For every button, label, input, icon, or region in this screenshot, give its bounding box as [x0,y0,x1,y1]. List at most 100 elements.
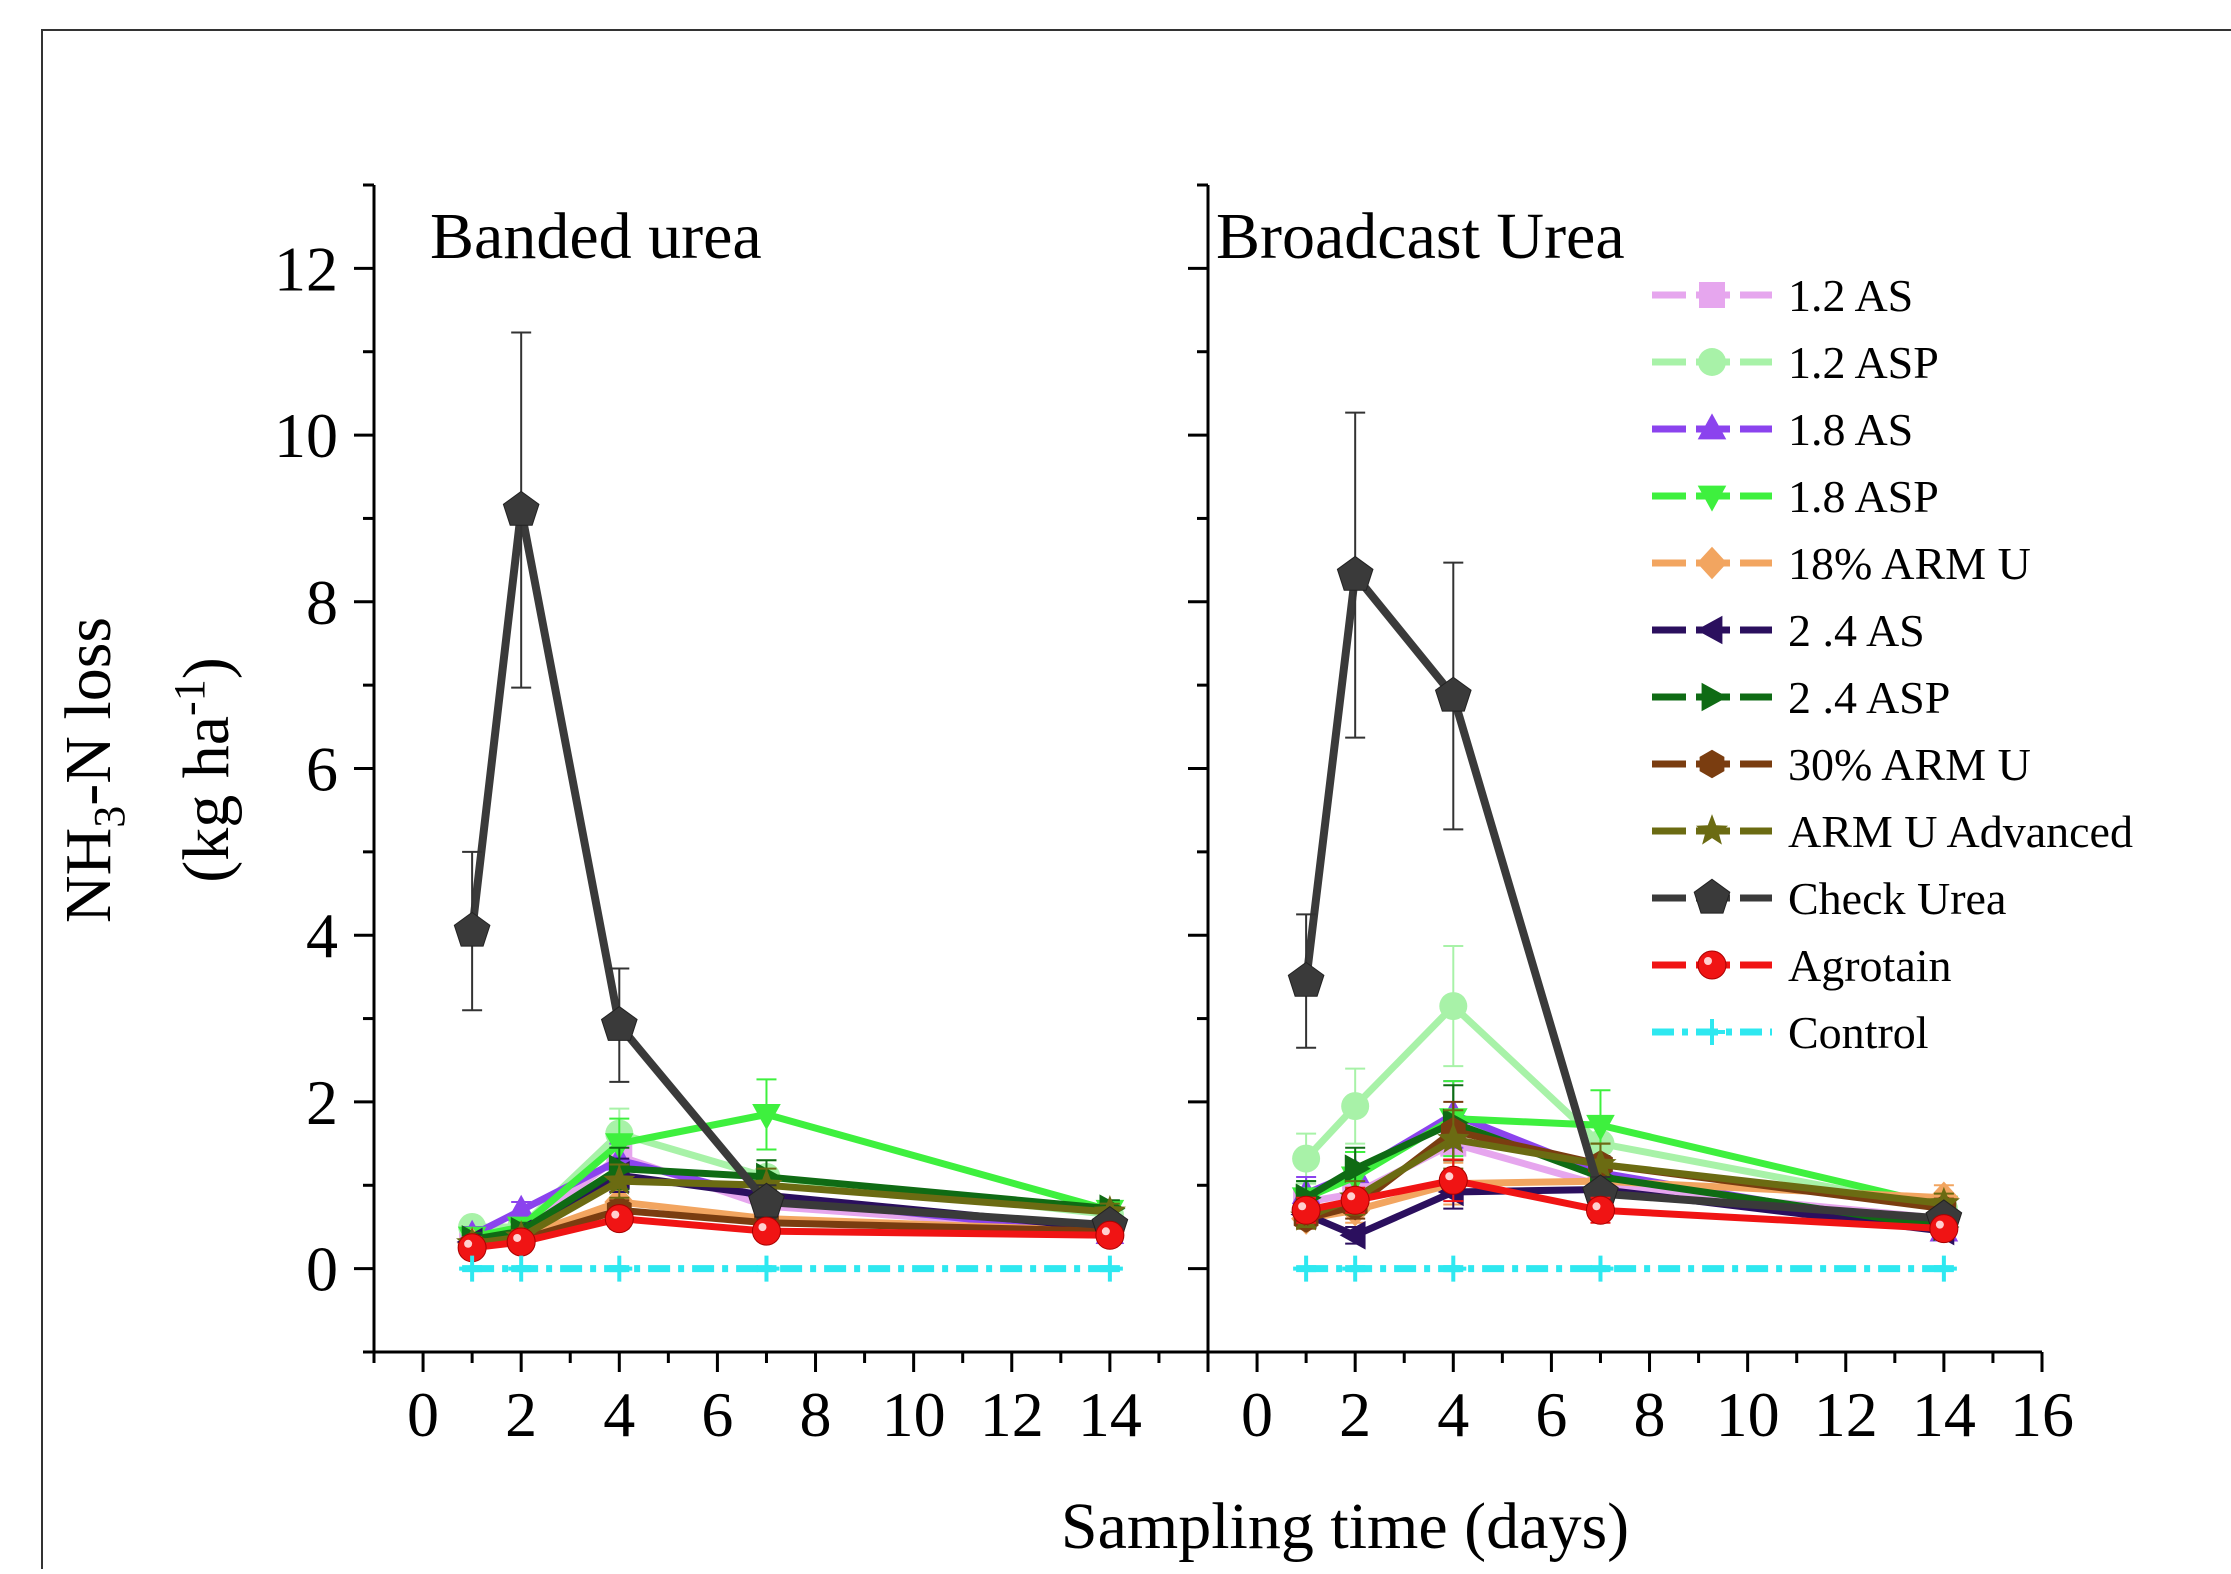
legend-label-1-8-asp: 1.8 ASP [1788,471,1939,522]
point-2-4-as-2 [1339,1221,1366,1250]
point-control-4 [1440,1255,1467,1282]
legend-label-1-2-as: 1.2 AS [1788,270,1913,321]
legend-item-agrotain: Agrotain [1652,940,1952,991]
point-agrotain-2 [1340,1185,1370,1215]
x-axis-title: Sampling time (days) [1061,1490,1629,1563]
point-check-urea-2 [502,490,540,526]
point-agrotain-14-fill [1095,1220,1125,1250]
legend-marker-arm-u-advanced [1695,814,1729,845]
legend: 1.2 AS 1.2 ASP 1.8 AS 1.8 ASP 18% ARM U 2 .4 … [1652,270,2133,1058]
point-agrotain-1-shine [464,1239,473,1248]
point-agrotain-4-fill [1438,1165,1468,1195]
panel-title-banded-urea: Banded urea [430,200,762,273]
legend-label-1-2-asp: 1.2 ASP [1788,337,1939,388]
legend-marker-agrotain [1697,950,1727,980]
point-1-2-asp-2 [1341,1092,1370,1121]
series-broadcast-urea-agrotain [1291,1158,1959,1244]
legend-label-agrotain: Agrotain [1788,940,1952,991]
point-agrotain-4 [1438,1165,1468,1195]
y-axis-title-line2: (kg ha-1) [165,657,243,882]
point-agrotain-7 [751,1216,781,1246]
point-arm-u-advanced-4 [603,1164,636,1195]
x-tick-label-p0-14: 14 [1078,1379,1142,1450]
point-check-urea-1 [453,911,491,947]
series-banded-urea-agrotain [457,1204,1125,1263]
legend-label-arm-u-advanced: ARM U Advanced [1788,806,2133,857]
y-tick-label-2: 2 [306,1067,338,1138]
x-tick-label-p1-14: 14 [1912,1379,1976,1450]
point-agrotain-7 [1585,1195,1615,1225]
point-agrotain-1-shine [1298,1202,1307,1211]
point-control-4 [606,1255,633,1282]
legend-marker-1-2-asp [1698,348,1726,376]
y-tick-label-8: 8 [306,567,338,638]
point-agrotain-14 [1095,1220,1125,1250]
point-control-1 [459,1255,486,1282]
x-tick-label-p1-16: 16 [2010,1379,2074,1450]
legend-marker-2-4-asp [1701,682,1728,712]
point-agrotain-2-shine [513,1233,522,1242]
point-2-4-asp-2 [1344,1154,1371,1183]
point-arm-u-advanced-7 [1584,1147,1617,1179]
x-tick-label-p0-4: 4 [603,1379,635,1450]
point-control-14 [1096,1255,1123,1282]
panel-title-broadcast-urea: Broadcast Urea [1216,200,1625,273]
y-tick-label-0: 0 [306,1234,338,1305]
y-tick-label-12: 12 [274,233,338,304]
x-tick-label-p1-6: 6 [1535,1379,1567,1450]
point-1-2-asp-1 [1292,1144,1321,1173]
point-agrotain-1-fill [1291,1195,1321,1225]
x-tick-label-p1-0: 0 [1241,1379,1273,1450]
legend-label-2-4-as: 2 .4 AS [1788,605,1925,656]
legend-marker-30-arm-u [1699,749,1725,779]
point-agrotain-1 [457,1233,487,1263]
point-agrotain-2-fill [1340,1185,1370,1215]
x-tick-label-p1-2: 2 [1339,1379,1371,1450]
x-tick-label-p0-2: 2 [505,1379,537,1450]
legend-marker-1-8-as [1697,413,1727,440]
point-agrotain-7-shine [758,1223,767,1232]
legend-label-2-4-asp: 2 .4 ASP [1788,672,1950,723]
point-agrotain-2-fill [506,1227,536,1257]
data-layer [453,331,1963,1282]
legend-item-control: Control [1652,1007,1929,1058]
x-tick-label-p1-12: 12 [1814,1379,1878,1450]
x-tick-label-p1-10: 10 [1716,1379,1780,1450]
legend-item-18-arm-u: 18% ARM U [1652,538,2031,589]
legend-marker-check-urea [1693,878,1731,914]
point-agrotain-7-shine [1592,1202,1601,1211]
point-1-8-asp-7 [1586,1114,1615,1141]
x-tick-label-p0-12: 12 [980,1379,1044,1450]
legend-marker-2-4-as [1696,615,1723,645]
point-agrotain-7-fill [751,1216,781,1246]
point-control-1 [1293,1255,1320,1282]
point-agrotain-14-fill [1929,1214,1959,1244]
series-broadcast-urea-control [1293,1255,1957,1282]
point-check-urea-1 [1287,961,1325,997]
point-check-urea-4 [1434,676,1472,712]
x-tick-label-p1-4: 4 [1437,1379,1469,1450]
point-agrotain-2 [506,1227,536,1257]
point-control-14 [1930,1255,1957,1282]
x-tick-label-p0-0: 0 [407,1379,439,1450]
legend-marker-18-arm-u [1697,546,1727,580]
point-1-8-as-2 [506,1194,536,1221]
legend-label-30-arm-u: 30% ARM U [1788,739,2031,790]
point-check-urea-4 [600,1005,638,1041]
point-agrotain-4-shine [611,1210,620,1219]
x-tick-label-p0-10: 10 [882,1379,946,1450]
point-agrotain-4-fill [604,1204,634,1234]
legend-marker-agrotain-shine [1704,957,1712,965]
legend-marker-agrotain-fill [1697,950,1727,980]
point-agrotain-1 [1291,1195,1321,1225]
legend-item-1-2-asp: 1.2 ASP [1652,337,1939,388]
series-banded-urea-control [459,1255,1123,1282]
y-tick-label-10: 10 [274,400,338,471]
point-check-urea-2 [1336,555,1374,591]
y-tick-label-4: 4 [306,900,338,971]
point-control-2 [1342,1255,1369,1282]
legend-label-control: Control [1788,1007,1929,1058]
